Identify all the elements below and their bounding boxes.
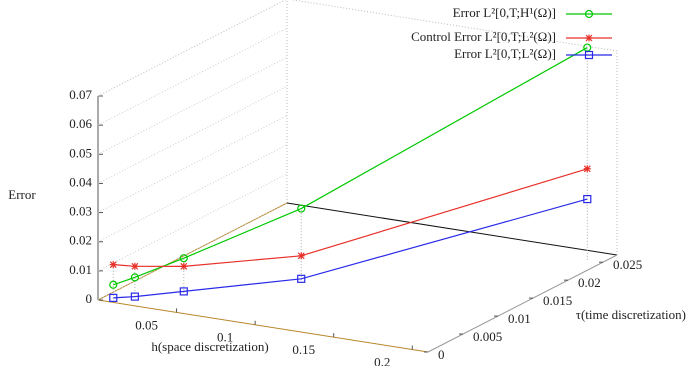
data-point [179,254,188,263]
legend-label: Error L²[0,T;H¹(Ω)] [453,5,556,20]
grid-line [97,27,288,126]
series-line [113,47,588,286]
x-tick-label: 0.2 [374,355,390,366]
z-tick-label: 0.02 [69,233,92,248]
y-tick-label: 0.015 [543,293,572,308]
base-edge [427,254,618,353]
base-edge [286,202,618,256]
grid-line [97,202,288,301]
legend-label: Control Error L²[0,T;L²(Ω)] [411,29,556,44]
x-tick-label: 0.1 [217,330,233,345]
data-point [130,273,139,282]
grid-line [97,144,288,243]
data-point [583,194,592,204]
data-point [130,292,139,301]
base-edge [97,299,429,353]
grid-line [97,173,288,272]
x-tick-label: 0.15 [292,342,315,357]
series-line [113,198,588,299]
z-tick-label: 0.03 [69,204,92,219]
data-point [109,261,117,269]
y-tick-label: 0.025 [613,257,642,272]
legend-marker [584,9,594,19]
y-tick-label: 0 [438,347,445,362]
z-tick-label: 0.01 [69,262,92,277]
data-point [109,293,118,302]
data-point [297,252,305,260]
x-axis-label: h(space discretization) [151,339,268,354]
grid-line [97,56,288,155]
data-point [109,280,118,289]
z-tick-label: 0.06 [69,116,92,131]
y-axis-label: τ(time discretization) [576,307,686,322]
legend-label: Error L²[0,T;L²(Ω)] [454,46,556,61]
data-point [180,262,188,270]
z-tick-label: 0.04 [69,174,92,189]
data-point [583,165,591,173]
z-tick-label: 0.07 [69,87,92,102]
grid-line [97,115,288,214]
z-tick-label: 0 [86,291,93,306]
data-point [131,262,139,270]
y-tick-label: 0.02 [578,275,601,290]
grid-line [97,0,287,97]
data-point [297,274,306,283]
y-tick-label: 0.005 [473,329,502,344]
data-point [297,204,306,213]
data-point [179,287,188,296]
z-tick-label: 0.05 [69,145,92,160]
legend-marker [584,50,594,60]
z-axis-label: Error [8,187,36,202]
y-tick-label: 0.01 [508,311,531,326]
legend-marker [585,34,593,42]
series-line [113,168,588,267]
grid-line [97,85,288,184]
x-tick-label: 0.05 [135,317,158,332]
